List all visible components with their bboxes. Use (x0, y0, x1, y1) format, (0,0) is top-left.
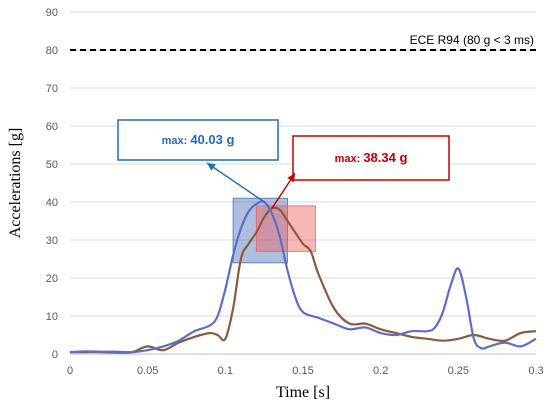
y-tick-labels: 0 10 20 30 40 50 60 70 80 90 (46, 7, 58, 361)
callout-arrow-line (206, 162, 265, 203)
y-tick-label: 70 (46, 83, 58, 95)
y-axis-title: Accelerations [g] (7, 128, 24, 239)
callout-text: max: 38.34 g (335, 150, 408, 165)
y-tick-label: 40 (46, 197, 58, 209)
y-tick-label: 50 (46, 159, 58, 171)
series-line-2 (70, 206, 537, 354)
series-line-1 (69, 200, 537, 354)
reference-line-label: ECE R94 (80 g < 3 ms) (410, 33, 534, 47)
x-tick-label: 0.2 (373, 365, 388, 377)
peak-highlight-box-2 (255, 205, 316, 252)
y-tick-label: 10 (46, 311, 58, 323)
y-tick-label: 20 (46, 273, 58, 285)
x-axis-title: Time [s] (276, 384, 330, 401)
peak-callout-2: max: 38.34 g (271, 135, 450, 209)
x-tick-label: 0.15 (292, 365, 313, 377)
callout-arrowhead (287, 173, 295, 183)
x-tick-label: 0.25 (448, 365, 469, 377)
x-tick-label: 0.3 (528, 365, 543, 377)
callout-prefix: max: (335, 153, 364, 165)
y-tick-label: 30 (46, 235, 58, 247)
callout-arrowhead (207, 163, 216, 171)
callout-prefix: max: (162, 135, 191, 147)
callout-box (292, 135, 450, 181)
y-tick-label: 90 (46, 7, 58, 19)
callout-text: max: 40.03 g (162, 132, 235, 147)
series-lines (69, 200, 537, 354)
x-tick-label: 0.05 (137, 365, 158, 377)
peak-callout-1: max: 40.03 g (117, 119, 279, 203)
y-tick-label: 60 (46, 121, 58, 133)
y-tick-label: 0 (52, 349, 58, 361)
callout-box (117, 119, 279, 161)
x-tick-label: 0 (67, 365, 73, 377)
x-tick-label: 0.1 (218, 365, 233, 377)
x-tick-labels: 0 0.05 0.1 0.15 0.2 0.25 0.3 (67, 365, 544, 377)
callout-value: 40.03 g (190, 132, 234, 147)
callout-value: 38.34 g (363, 150, 407, 165)
y-tick-label: 80 (46, 45, 58, 57)
gridlines (70, 11, 536, 355)
